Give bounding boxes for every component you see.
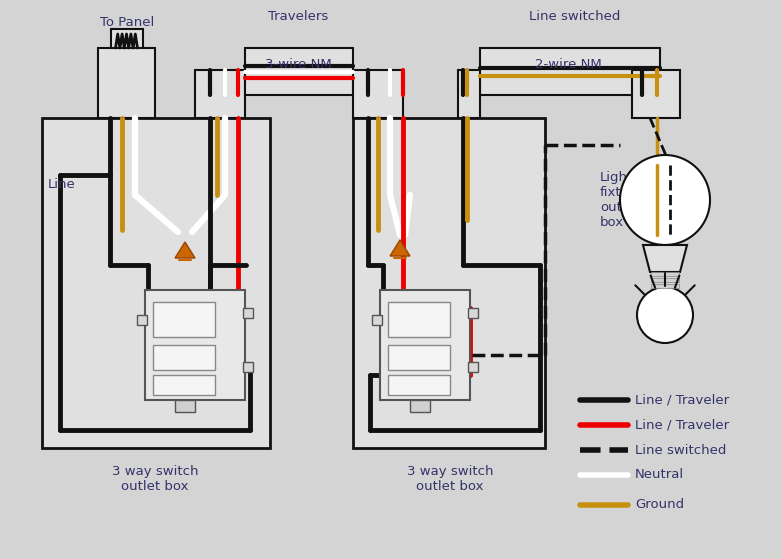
Bar <box>458 70 480 118</box>
Text: Line / Traveler: Line / Traveler <box>635 394 729 406</box>
Bar <box>153 345 215 370</box>
Bar <box>388 375 450 395</box>
Text: To Panel: To Panel <box>100 16 154 29</box>
Bar <box>380 290 470 400</box>
Bar <box>195 70 245 118</box>
Bar <box>388 345 450 370</box>
Bar <box>353 118 545 448</box>
Bar <box>410 400 430 412</box>
Bar <box>137 315 147 325</box>
Text: Line switched: Line switched <box>529 10 621 23</box>
Polygon shape <box>390 240 410 256</box>
Text: 2-wire NM: 2-wire NM <box>535 59 601 72</box>
Bar <box>245 48 353 95</box>
Circle shape <box>637 287 693 343</box>
Bar <box>468 362 478 372</box>
Bar <box>651 284 679 288</box>
Text: Line / Traveler: Line / Traveler <box>635 419 729 432</box>
Text: Ground: Ground <box>635 499 684 511</box>
Bar <box>372 315 382 325</box>
Text: Light
fixture
outlet
box: Light fixture outlet box <box>600 171 644 229</box>
Bar <box>98 48 155 118</box>
Bar <box>175 400 195 412</box>
Bar <box>651 278 679 282</box>
Text: Line: Line <box>48 178 76 192</box>
Polygon shape <box>643 245 687 272</box>
Text: 3 way switch
outlet box: 3 way switch outlet box <box>407 465 493 493</box>
Text: 3-wire NM: 3-wire NM <box>264 59 332 72</box>
Bar <box>42 118 270 448</box>
Polygon shape <box>175 242 195 258</box>
Text: Line switched: Line switched <box>635 443 726 457</box>
Bar <box>243 362 253 372</box>
Bar <box>388 302 450 337</box>
Bar <box>480 48 660 95</box>
Bar <box>353 70 403 118</box>
Bar <box>110 29 142 118</box>
Text: Neutral: Neutral <box>635 468 684 481</box>
Circle shape <box>620 155 710 245</box>
Bar <box>243 308 253 318</box>
Bar <box>632 70 680 118</box>
Bar <box>651 272 679 276</box>
Bar <box>153 302 215 337</box>
Text: Travelers: Travelers <box>268 10 328 23</box>
Bar <box>153 375 215 395</box>
Bar <box>468 308 478 318</box>
Text: 3 way switch
outlet box: 3 way switch outlet box <box>112 465 199 493</box>
Bar <box>145 290 245 400</box>
